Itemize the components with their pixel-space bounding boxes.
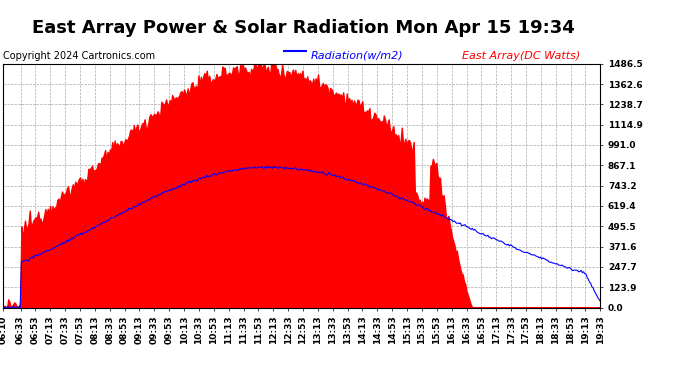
Text: Radiation(w/m2): Radiation(w/m2) [310, 51, 403, 61]
Text: East Array Power & Solar Radiation Mon Apr 15 19:34: East Array Power & Solar Radiation Mon A… [32, 19, 575, 37]
Text: East Array(DC Watts): East Array(DC Watts) [462, 51, 580, 61]
Text: Copyright 2024 Cartronics.com: Copyright 2024 Cartronics.com [3, 51, 155, 61]
